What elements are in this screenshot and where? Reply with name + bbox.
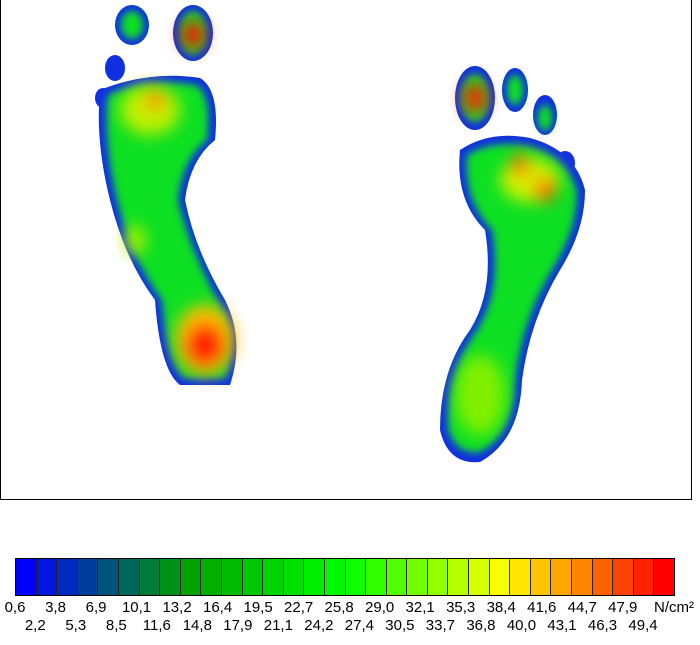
colorbar-cell: [139, 559, 161, 595]
colorbar-tick-label: 35,3: [446, 599, 476, 616]
colorbar-tick-label: 25,8: [324, 599, 354, 616]
left-foot-hotspots: [120, 21, 235, 375]
colorbar-cell: [36, 559, 58, 595]
colorbar-cell: [242, 559, 264, 595]
colorbar-cell: [16, 559, 37, 595]
colorbar-tick-label: 16,4: [202, 599, 233, 616]
colorbar-cell: [469, 559, 490, 595]
colorbar-tick-label: 29,0: [365, 599, 395, 616]
colorbar-cell: [324, 559, 346, 595]
colorbar-tick-label: 21,1: [263, 617, 293, 634]
colorbar-cell: [551, 559, 573, 595]
colorbar-tick-label: 0,6: [4, 599, 26, 616]
colorbar-cell: [427, 559, 449, 595]
colorbar-tick-label: 8,5: [105, 617, 127, 634]
colorbar-cell: [592, 559, 614, 595]
colorbar-cell: [448, 559, 470, 595]
colorbar-tick-label: 47,9: [608, 599, 638, 616]
colorbar-tick-label: 41,6: [527, 599, 557, 616]
pressure-map: [95, 5, 585, 463]
colorbar-tick-label: 24,2: [304, 617, 334, 634]
colorbar-tick-label: 14,8: [182, 617, 212, 634]
colorbar: [15, 558, 675, 596]
colorbar-tick-label: 2,2: [24, 617, 46, 634]
colorbar-cell: [283, 559, 305, 595]
colorbar-tick-label: 11,6: [142, 617, 171, 634]
right-foot: [440, 66, 585, 463]
right-foot-hotspots: [455, 83, 560, 435]
colorbar-cell: [386, 559, 408, 595]
colorbar-tick-label: 44,7: [567, 599, 597, 616]
colorbar-tick-label: 43,1: [547, 617, 577, 634]
colorbar-tick-label: 32,1: [405, 599, 435, 616]
colorbar-cell: [633, 559, 655, 595]
colorbar-tick-label: 33,7: [425, 617, 456, 634]
colorbar-tick-label: 5,3: [65, 617, 87, 634]
colorbar-cell: [530, 559, 552, 595]
left-foot: [95, 5, 237, 385]
colorbar-tick-label: 6,9: [85, 599, 107, 616]
colorbar-cell: [57, 559, 78, 595]
colorbar-tick-label: 10,1: [121, 599, 152, 616]
colorbar-cell: [118, 559, 140, 595]
colorbar-tick-label: 40,0: [506, 617, 537, 634]
colorbar-tick-label: 13,2: [162, 599, 192, 616]
colorbar-tick-label: 38,4: [486, 599, 516, 616]
colorbar-tick-label: 17,9: [223, 617, 253, 634]
colorbar-cell: [654, 559, 674, 595]
colorbar-cell: [98, 559, 119, 595]
colorbar-tick-label: 36,8: [466, 617, 496, 634]
colorbar-cell: [489, 559, 511, 595]
colorbar-cell: [160, 559, 181, 595]
colorbar-cell: [304, 559, 325, 595]
colorbar-tick-label: 49,4: [628, 617, 658, 634]
colorbar-cell: [366, 559, 387, 595]
colorbar-tick-label: 19,5: [243, 599, 273, 616]
colorbar-tick-label: 3,8: [45, 599, 66, 616]
colorbar-cell: [77, 559, 99, 595]
colorbar-cell: [613, 559, 634, 595]
colorbar-cell: [221, 559, 243, 595]
colorbar-cell: [201, 559, 222, 595]
colorbar-cell: [263, 559, 284, 595]
colorbar-cell: [510, 559, 531, 595]
colorbar-tick-label: 22,7: [284, 599, 314, 616]
colorbar-tick-label: 30,5: [385, 617, 415, 634]
colorbar-cell: [407, 559, 428, 595]
colorbar-cell: [345, 559, 367, 595]
colorbar-unit: N/cm²: [654, 599, 694, 616]
plot-frame: [0, 0, 692, 500]
colorbar-tick-label: 27,4: [344, 617, 374, 634]
colorbar-cell: [180, 559, 202, 595]
colorbar-tick-label: 46,3: [587, 617, 618, 634]
colorbar-cell: [572, 559, 593, 595]
